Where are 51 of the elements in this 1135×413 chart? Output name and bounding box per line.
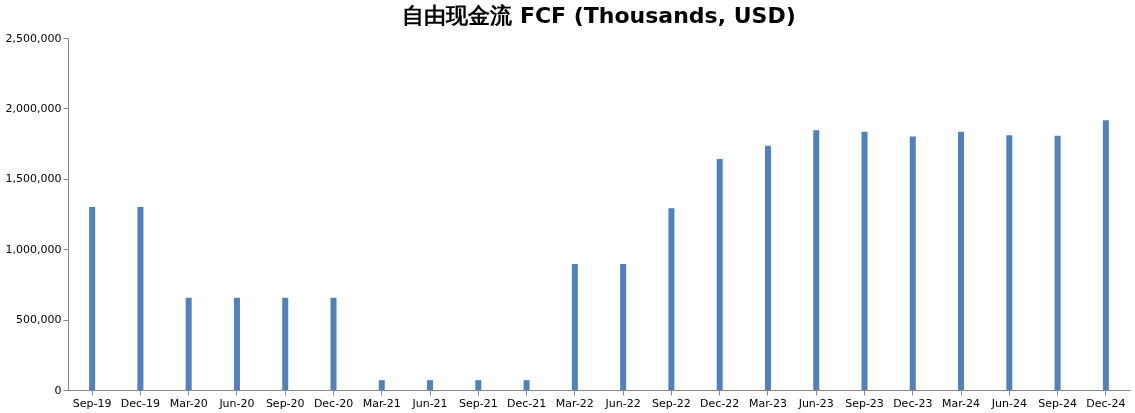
y-tick-label: 2,000,000 — [5, 101, 62, 115]
x-tick-label: Jun-23 — [797, 396, 834, 410]
x-tick-label: Sep-24 — [1038, 396, 1077, 410]
x-tick-label: Sep-22 — [652, 396, 691, 410]
x-tick-label: Jun-21 — [411, 396, 448, 410]
bar — [1006, 135, 1013, 390]
x-tick-label: Jun-24 — [990, 396, 1027, 410]
x-tick-label: Mar-22 — [555, 396, 594, 410]
x-tick-label: Mar-24 — [942, 396, 981, 410]
x-tick-label: Mar-21 — [362, 396, 401, 410]
chart-title: 自由现金流 FCF (Thousands, USD) — [402, 3, 796, 28]
bar — [378, 380, 385, 390]
x-tick-label: Dec-23 — [893, 396, 933, 410]
bar — [330, 297, 337, 390]
x-tick-label: Mar-23 — [748, 396, 787, 410]
bar — [233, 297, 240, 390]
x-tick-label: Dec-22 — [700, 396, 740, 410]
bar — [764, 145, 771, 390]
bar — [909, 136, 916, 390]
bar — [620, 263, 627, 390]
x-tick-label: Sep-20 — [265, 396, 305, 410]
bar — [716, 159, 723, 390]
x-tick-label: Sep-19 — [72, 396, 112, 410]
bar — [282, 297, 289, 390]
bar — [1054, 135, 1061, 390]
x-tick-label: Dec-19 — [120, 396, 161, 410]
bar — [861, 131, 868, 390]
bar — [958, 131, 965, 390]
bar — [571, 263, 578, 390]
x-tick-label: Sep-23 — [845, 396, 884, 410]
bar — [668, 208, 675, 390]
bar — [137, 206, 144, 390]
x-tick-label: Sep-21 — [458, 396, 498, 410]
x-tick-label: Jun-20 — [218, 396, 255, 410]
y-tick-label: 1,000,000 — [5, 242, 62, 256]
y-tick-label: 0 — [54, 383, 62, 397]
x-tick-label: Dec-24 — [1086, 396, 1126, 410]
bar — [813, 130, 820, 390]
y-tick-label: 500,000 — [16, 313, 62, 327]
x-tick-label: Dec-20 — [313, 396, 354, 410]
bar — [523, 380, 530, 390]
bar — [427, 380, 434, 390]
x-tick-label: Jun-22 — [604, 396, 641, 410]
x-tick-label: Dec-21 — [506, 396, 547, 410]
y-tick-label: 1,500,000 — [5, 172, 62, 186]
bar — [89, 206, 96, 390]
y-tick-label: 2,500,000 — [5, 31, 62, 45]
bar — [1102, 120, 1109, 390]
bar — [185, 297, 192, 390]
bar — [475, 380, 482, 390]
x-tick-label: Mar-20 — [169, 396, 208, 410]
